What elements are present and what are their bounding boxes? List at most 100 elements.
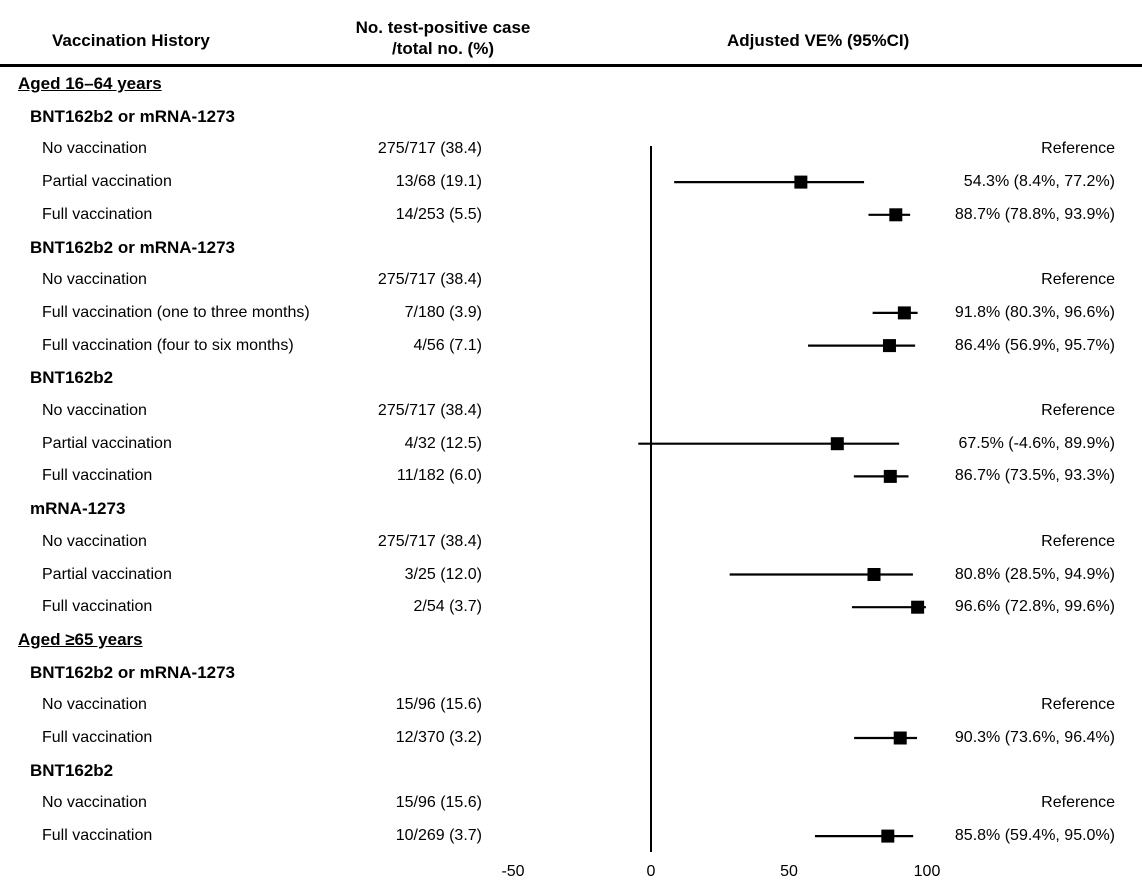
table-row: No vaccination 15/96 (15.6) Reference — [0, 789, 1142, 817]
table-row: Full vaccination 11/182 (6.0) 86.7% (73.5%… — [0, 462, 1142, 490]
group-header: BNT162b2 or mRNA-1273 — [0, 103, 1142, 131]
ve-reference: Reference — [1041, 402, 1115, 419]
group-header: BNT162b2 or mRNA-1273 — [0, 659, 1142, 687]
table-row: No vaccination 15/96 (15.6) Reference — [0, 691, 1142, 719]
table-row: Partial vaccination 13/68 (19.1) 54.3% (8.… — [0, 168, 1142, 196]
table-row: Full vaccination 12/370 (3.2) 90.3% (73.6%… — [0, 724, 1142, 752]
case-count: 7/180 (3.9) — [404, 303, 482, 321]
section-label: Aged 16–64 years — [18, 74, 162, 93]
row-label: No vaccination — [42, 794, 147, 812]
ve-point-marker — [794, 175, 808, 189]
group-label: mRNA-1273 — [30, 499, 126, 519]
ve-reference: Reference — [1041, 696, 1115, 714]
ve-reference: Reference — [1041, 140, 1115, 158]
table-row: No vaccination 275/717 (38.4) Reference — [0, 135, 1142, 163]
ve-estimate: 54.3% (8.4%, 77.2%) — [963, 173, 1115, 191]
table-row: No vaccination 275/717 (38.4) Reference — [0, 266, 1142, 294]
table-row: Full vaccination 14/253 (5.5) 88.7% (78.8%… — [0, 201, 1142, 229]
group-label: BNT162b2 or mRNA-1273 — [30, 106, 236, 126]
row-label: No vaccination — [42, 402, 147, 419]
ve-estimate: 86.7% (73.5%, 93.3%) — [954, 467, 1115, 485]
table-row: Full vaccination (one to three months) 7/… — [0, 299, 1142, 327]
ve-point-marker — [867, 568, 881, 581]
case-count: 3/25 (12.0) — [404, 565, 482, 583]
case-count: 4/32 (12.5) — [404, 434, 482, 452]
header-count: No. test-positive case /total no. (%) — [318, 17, 568, 59]
row-label: Full vaccination (four to six months) — [42, 336, 294, 354]
ve-estimate: 90.3% (73.6%, 96.4%) — [954, 729, 1115, 746]
x-tick-label: -50 — [501, 863, 524, 880]
table-row: No vaccination 275/717 (38.4) Reference — [0, 397, 1142, 425]
group-label: BNT162b2 or mRNA-1273 — [30, 662, 236, 682]
row-label: Full vaccination (one to three months) — [42, 303, 310, 321]
case-count: 14/253 (5.5) — [395, 205, 482, 223]
group-label: BNT162b2 — [30, 368, 114, 388]
row-label: Full vaccination — [42, 827, 153, 845]
group-header: BNT162b2 — [0, 757, 1142, 785]
table-row: Full vaccination 10/269 (3.7) 85.8% (59.4%… — [0, 822, 1142, 850]
ve-reference: Reference — [1041, 794, 1115, 812]
case-count: 10/269 (3.7) — [395, 827, 482, 845]
case-count: 11/182 (6.0) — [396, 467, 482, 485]
ve-estimate: 91.8% (80.3%, 96.6%) — [954, 303, 1115, 321]
table-row: Partial vaccination 3/25 (12.0) 80.8% (28.… — [0, 561, 1142, 589]
ve-estimate: 88.7% (78.8%, 93.9%) — [954, 205, 1115, 223]
case-count: 15/96 (15.6) — [395, 696, 482, 714]
ve-reference: Reference — [1041, 532, 1115, 550]
case-count: 275/717 (38.4) — [377, 140, 482, 158]
header-count-line1: No. test-positive case — [355, 18, 531, 37]
ve-point-marker — [897, 306, 911, 320]
ve-point-marker — [882, 339, 896, 353]
ve-estimate: 80.8% (28.5%, 94.9%) — [954, 565, 1115, 583]
section-header: Aged ≥65 years — [0, 626, 1142, 654]
group-header: mRNA-1273 — [0, 495, 1142, 523]
group-label: BNT162b2 — [30, 760, 114, 780]
case-count: 2/54 (3.7) — [413, 598, 482, 616]
row-label: No vaccination — [42, 532, 147, 550]
case-count: 13/68 (19.1) — [395, 173, 482, 191]
row-label: Full vaccination — [42, 598, 153, 616]
group-header: BNT162b2 — [0, 364, 1142, 392]
ve-point-marker — [911, 600, 925, 614]
x-tick-label: 0 — [647, 863, 656, 880]
header-rule — [0, 64, 1142, 67]
ve-estimate: 85.8% (59.4%, 95.0%) — [954, 827, 1115, 845]
case-count: 275/717 (38.4) — [377, 402, 482, 419]
row-label: No vaccination — [42, 271, 147, 289]
table-row: Full vaccination 2/54 (3.7) 96.6% (72.8%, … — [0, 593, 1142, 621]
row-label: Partial vaccination — [42, 173, 172, 191]
table-row: No vaccination 275/717 (38.4) Reference — [0, 528, 1142, 556]
section-header: Aged 16–64 years — [0, 70, 1142, 98]
ve-reference: Reference — [1041, 271, 1115, 289]
ve-point-marker — [830, 437, 844, 451]
row-label: Full vaccination — [42, 205, 153, 223]
row-label: Partial vaccination — [42, 565, 172, 583]
ve-point-marker — [893, 731, 907, 745]
table-row: Partial vaccination 4/32 (12.5) 67.5% (-4.… — [0, 430, 1142, 458]
case-count: 15/96 (15.6) — [395, 794, 482, 812]
ve-point-marker — [883, 469, 897, 483]
row-label: No vaccination — [42, 140, 147, 158]
row-label: Full vaccination — [42, 467, 153, 485]
ve-point-marker — [889, 208, 903, 222]
row-label: Full vaccination — [42, 729, 153, 746]
group-header: BNT162b2 or mRNA-1273 — [0, 234, 1142, 262]
header-adjusted-ve: Adjusted VE% (95%CI) — [727, 31, 910, 50]
header-vaccination-history: Vaccination History — [52, 31, 210, 50]
ve-point-marker — [881, 829, 895, 843]
row-label: Partial vaccination — [42, 434, 172, 452]
header-count-line2: /total no. (%) — [392, 39, 494, 58]
row-label: No vaccination — [42, 696, 147, 714]
table-row: Full vaccination (four to six months) 4/5… — [0, 332, 1142, 360]
ve-estimate: 96.6% (72.8%, 99.6%) — [954, 598, 1115, 616]
ve-estimate: 86.4% (56.9%, 95.7%) — [954, 336, 1115, 354]
ve-estimate: 67.5% (-4.6%, 89.9%) — [958, 434, 1115, 452]
x-tick-label: 100 — [914, 863, 941, 880]
x-tick-label: 50 — [780, 863, 798, 880]
case-count: 12/370 (3.2) — [395, 729, 482, 746]
section-label: Aged ≥65 years — [18, 629, 143, 649]
case-count: 275/717 (38.4) — [377, 532, 482, 550]
case-count: 275/717 (38.4) — [377, 271, 482, 289]
case-count: 4/56 (7.1) — [413, 336, 482, 354]
